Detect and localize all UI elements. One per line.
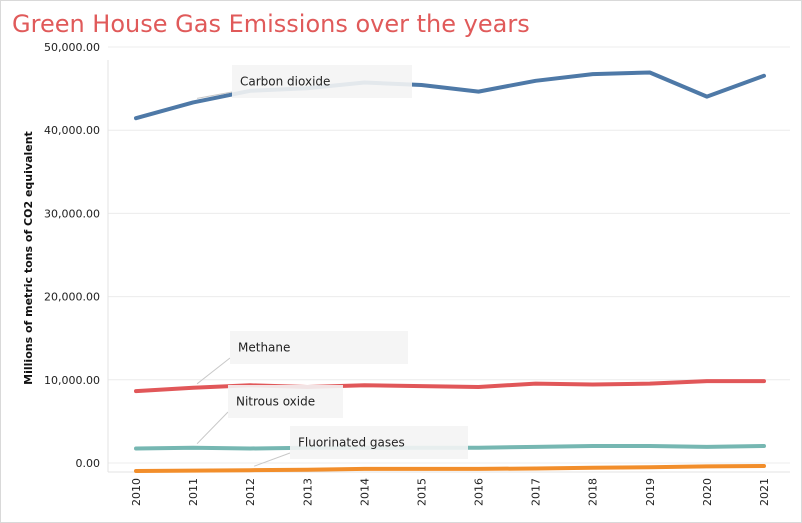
x-tick-label: 2020 — [701, 478, 714, 506]
series-label: Fluorinated gases — [298, 436, 405, 450]
x-tick-label: 2016 — [473, 478, 486, 506]
x-tick-label: 2019 — [644, 478, 657, 506]
series-line-carbon-dioxide — [134, 70, 766, 121]
series-line-fluorinated-gases — [134, 464, 766, 473]
x-tick-label: 2013 — [301, 478, 314, 506]
y-tick-label: 50,000.00 — [44, 41, 100, 54]
annotation-box — [290, 426, 468, 459]
y-tick-label: 40,000.00 — [44, 124, 100, 137]
series-label: Carbon dioxide — [240, 75, 330, 89]
y-tick-label: 30,000.00 — [44, 207, 100, 220]
annotation-leader — [197, 91, 233, 99]
x-tick-label: 2015 — [415, 478, 428, 506]
annotation-leader — [196, 411, 229, 445]
series-label: Methane — [238, 341, 290, 355]
annotation-box — [228, 385, 343, 418]
y-tick-label: 20,000.00 — [44, 291, 100, 304]
x-tick-label: 2021 — [758, 478, 771, 506]
annotation-box — [230, 331, 408, 364]
annotation-leader — [254, 452, 291, 467]
x-tick-label: 2018 — [587, 478, 600, 506]
y-axis-label: Millions of metric tons of CO2 equivalen… — [22, 131, 35, 385]
annotation-box — [232, 65, 412, 98]
series-label: Nitrous oxide — [236, 395, 315, 409]
annotation-leader — [196, 357, 231, 385]
x-tick-label: 2017 — [530, 478, 543, 506]
x-tick-label: 2012 — [244, 478, 257, 506]
x-tick-label: 2010 — [130, 478, 143, 506]
y-tick-label: 0.00 — [76, 457, 101, 470]
x-tick-label: 2014 — [358, 478, 371, 506]
y-tick-label: 10,000.00 — [44, 374, 100, 387]
chart-title: Green House Gas Emissions over the years — [12, 10, 530, 38]
x-tick-label: 2011 — [187, 478, 200, 506]
